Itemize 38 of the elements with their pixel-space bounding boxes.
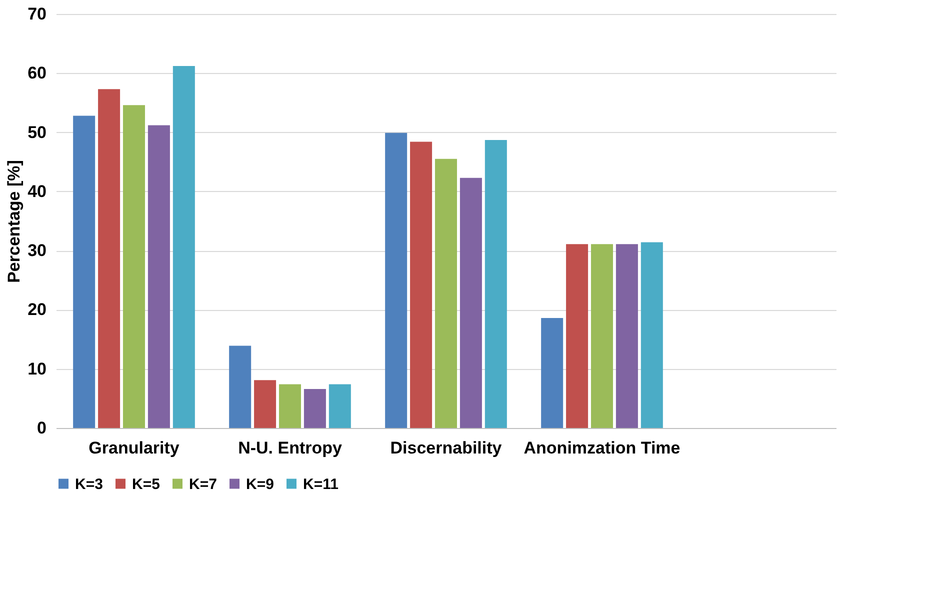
legend-label: K=3 xyxy=(75,476,103,493)
bar xyxy=(640,242,663,428)
y-tick-label: 40 xyxy=(28,182,46,201)
bar xyxy=(566,244,588,428)
bar xyxy=(172,66,195,428)
bar xyxy=(328,384,351,428)
bar xyxy=(484,140,507,428)
y-tick-label: 60 xyxy=(28,64,46,83)
bar xyxy=(410,142,432,428)
bar xyxy=(541,318,564,428)
bar xyxy=(591,244,613,428)
y-axis-title: Percentage [%] xyxy=(4,160,24,283)
y-tick-label: 10 xyxy=(28,359,46,378)
bar xyxy=(304,388,326,428)
bar xyxy=(616,244,638,428)
legend-label: K=7 xyxy=(189,476,217,493)
legend-label: K=5 xyxy=(132,476,160,493)
bar xyxy=(123,105,145,428)
y-tick-label: 70 xyxy=(28,4,46,24)
y-tick-label: 50 xyxy=(28,122,46,142)
bar xyxy=(435,158,457,428)
legend-label: K=11 xyxy=(303,476,338,493)
x-tick-label: Anonimzation Time xyxy=(524,438,680,458)
x-tick-label: Discernability xyxy=(390,438,502,458)
bar xyxy=(279,384,301,428)
legend-label: K=9 xyxy=(246,476,274,493)
bar xyxy=(98,89,120,428)
x-tick-label: N-U. Entropy xyxy=(238,438,342,458)
x-tick-label: Granularity xyxy=(88,438,180,458)
bar xyxy=(385,132,408,428)
y-tick-label: 30 xyxy=(28,241,46,260)
y-tick-label: 20 xyxy=(28,300,46,320)
bar xyxy=(460,178,482,428)
bar xyxy=(148,125,170,428)
bar xyxy=(229,346,252,428)
bar xyxy=(254,380,276,428)
y-tick-label: 0 xyxy=(37,418,46,438)
bar xyxy=(73,116,96,428)
